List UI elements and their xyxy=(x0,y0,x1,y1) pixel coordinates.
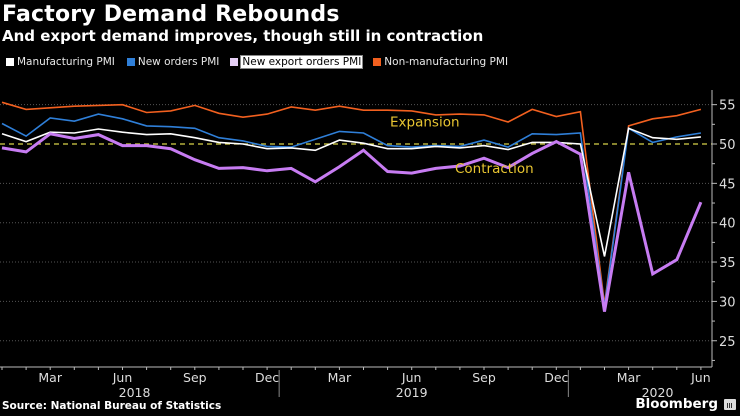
annotation-contraction: Contraction xyxy=(455,161,534,177)
legend-item-non-manufacturing-pmi[interactable]: Non-manufacturing PMI xyxy=(372,56,509,68)
chart-title: Factory Demand Rebounds xyxy=(2,2,340,27)
series-lines xyxy=(1,101,703,312)
legend-label: New orders PMI xyxy=(137,56,220,68)
annotation-expansion: Expansion xyxy=(390,115,460,131)
x-tick-label: Jun xyxy=(401,370,422,385)
legend-swatch-new-export-orders xyxy=(230,58,239,66)
series-line-new-orders-pmi xyxy=(1,113,702,308)
series-line-new-export-orders-pmi xyxy=(1,132,703,312)
legend-swatch-manufacturing xyxy=(6,58,14,66)
x-tick-label: Jun xyxy=(112,370,133,385)
legend-item-new-orders-pmi[interactable]: New orders PMI xyxy=(126,56,221,68)
legend-label: New export orders PMI xyxy=(240,55,364,69)
series-line-non-manufacturing-pmi xyxy=(1,101,702,305)
series-line-manufacturing-pmi xyxy=(1,127,701,257)
year-label: 2019 xyxy=(396,385,428,400)
legend-swatch-non-manufacturing xyxy=(373,58,382,66)
year-label: 2018 xyxy=(119,385,151,400)
y-tick-label: 55 xyxy=(719,99,736,114)
legend-label: Non-manufacturing PMI xyxy=(384,56,509,68)
x-tick-label: Mar xyxy=(328,370,352,385)
x-tick-label: Mar xyxy=(38,370,62,385)
axes: 25 30 35 40 45 50 55 Mar Jun Sep Dec Mar Jun Sep Dec Ma… xyxy=(0,90,736,400)
x-tick-label: Mar xyxy=(617,370,641,385)
legend-label: Manufacturing PMI xyxy=(17,56,115,68)
x-tick-label: Dec xyxy=(255,370,279,385)
y-tick-label: 45 xyxy=(719,177,736,192)
legend-item-manufacturing-pmi[interactable]: Manufacturing PMI xyxy=(5,56,116,68)
chart-subtitle: And export demand improves, though still… xyxy=(2,27,484,45)
y-tick-label: 25 xyxy=(719,335,736,350)
x-tick-label: Sep xyxy=(472,370,496,385)
bloomberg-logo: Bloomberg xyxy=(635,396,718,412)
x-tick-label: Jun xyxy=(690,370,711,385)
x-tick-label: Dec xyxy=(544,370,568,385)
y-tick-label: 40 xyxy=(719,217,736,232)
legend-item-new-export-orders-pmi[interactable]: New export orders PMI xyxy=(230,55,364,69)
y-tick-label: 50 xyxy=(719,138,736,153)
y-tick-label: 35 xyxy=(719,256,736,271)
source-note: Source: National Bureau of Statistics xyxy=(2,400,222,412)
annotations: Expansion Contraction xyxy=(390,115,534,177)
legend-swatch-new-orders xyxy=(126,58,135,66)
year-label: 2020 xyxy=(642,385,674,400)
bloomberg-chart-icon xyxy=(724,399,736,410)
y-tick-label: 30 xyxy=(719,295,736,310)
x-tick-label: Sep xyxy=(183,370,207,385)
legend: Manufacturing PMI New orders PMI New exp… xyxy=(5,55,519,69)
